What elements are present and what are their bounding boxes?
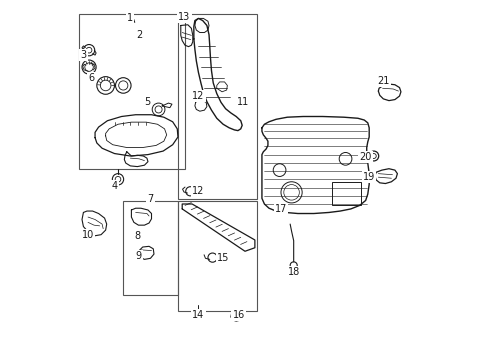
Text: 3: 3	[80, 50, 86, 60]
Text: 9: 9	[135, 251, 142, 261]
Text: 16: 16	[233, 310, 245, 320]
Text: 19: 19	[363, 172, 375, 182]
Text: 14: 14	[192, 310, 204, 320]
Bar	[178, 201, 257, 311]
Text: 12: 12	[192, 91, 205, 101]
Bar	[123, 201, 178, 294]
Text: 2: 2	[136, 30, 142, 40]
Text: 5: 5	[144, 98, 150, 107]
Text: 15: 15	[217, 253, 229, 263]
Bar	[79, 14, 185, 170]
Text: 11: 11	[237, 98, 249, 107]
Text: 10: 10	[82, 230, 94, 240]
Text: 6: 6	[89, 73, 95, 83]
Text: 8: 8	[134, 231, 141, 242]
Text: 17: 17	[275, 204, 287, 214]
Bar	[178, 14, 257, 199]
Text: 20: 20	[360, 152, 372, 162]
Text: 13: 13	[178, 12, 191, 22]
Text: 12: 12	[192, 186, 205, 196]
Text: 21: 21	[377, 76, 390, 86]
Text: 18: 18	[288, 267, 300, 278]
Text: 1: 1	[127, 13, 133, 23]
Text: 4: 4	[111, 181, 118, 192]
Text: 7: 7	[147, 194, 153, 204]
Bar	[333, 183, 361, 206]
